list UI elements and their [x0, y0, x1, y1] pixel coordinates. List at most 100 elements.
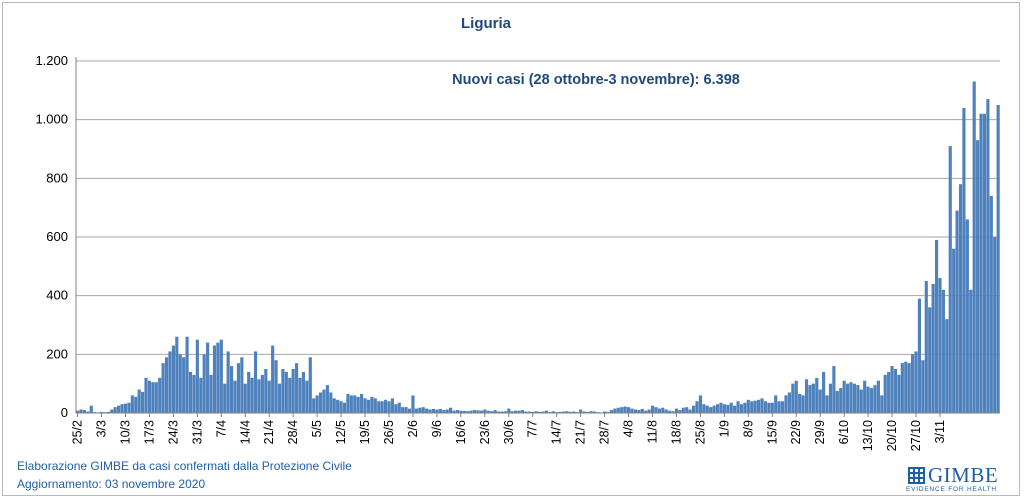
bar — [945, 319, 949, 413]
bar — [308, 357, 312, 413]
bar — [363, 398, 367, 413]
bar — [969, 289, 973, 413]
bar — [863, 380, 867, 413]
bar — [671, 411, 675, 413]
x-tick-label: 14/4 — [238, 420, 252, 444]
bar — [486, 410, 490, 413]
bar — [620, 407, 624, 413]
bar — [127, 402, 131, 413]
bar — [931, 283, 935, 413]
bar — [154, 382, 158, 413]
bar — [216, 342, 220, 413]
bar — [780, 401, 785, 413]
x-tick-label: 2/6 — [406, 420, 420, 437]
bar — [185, 336, 189, 413]
bar — [825, 395, 829, 413]
gimbe-logo-tagline: EVIDENCE FOR HEALTH — [906, 486, 997, 493]
bar — [668, 410, 672, 413]
bar — [941, 289, 945, 413]
bar — [531, 411, 535, 413]
bar — [315, 395, 319, 413]
bar — [763, 401, 768, 413]
bar — [151, 382, 155, 413]
bar — [158, 377, 162, 413]
bar — [445, 409, 449, 413]
bar — [288, 377, 292, 413]
bar — [982, 113, 987, 414]
bar — [928, 307, 932, 413]
bar — [753, 400, 757, 413]
x-tick-label: 10/3 — [118, 420, 132, 444]
bar — [955, 210, 959, 413]
x-tick-label: 28/4 — [286, 420, 300, 444]
x-tick-label: 24/3 — [166, 420, 180, 444]
bar — [209, 374, 213, 413]
bar — [264, 369, 268, 413]
bar — [804, 379, 809, 413]
x-axis-ticks: 25/2 3/3 10/3 17/3 24/3 31/3 7/4 14/4 21/4 28/4 5/… — [71, 420, 947, 451]
bar — [110, 409, 114, 413]
bar — [356, 396, 360, 413]
bar — [247, 371, 251, 413]
bar — [579, 409, 583, 413]
bar — [750, 401, 754, 413]
bar — [455, 410, 460, 413]
bar — [616, 407, 620, 413]
bar — [510, 411, 514, 413]
bar — [880, 395, 884, 413]
bar — [397, 402, 401, 413]
bar — [544, 410, 548, 413]
bar — [281, 369, 285, 413]
bar — [76, 410, 80, 413]
bar — [767, 402, 771, 413]
bar — [86, 411, 90, 413]
bar — [123, 403, 128, 413]
bar — [325, 385, 329, 413]
bar — [866, 386, 870, 413]
bar — [144, 377, 148, 413]
bar — [869, 388, 874, 413]
x-tick-label: 7/4 — [214, 420, 228, 437]
bar — [993, 237, 997, 413]
x-tick-label: 1/9 — [717, 420, 731, 437]
bar — [859, 389, 863, 413]
bar — [938, 278, 942, 413]
bar — [917, 298, 922, 413]
bar — [230, 366, 234, 413]
bar — [493, 410, 497, 413]
bar — [99, 411, 104, 413]
bar — [794, 380, 798, 413]
bar — [719, 402, 723, 413]
bar — [822, 371, 826, 413]
bar — [223, 383, 227, 413]
y-tick-label: 1.000 — [35, 112, 68, 127]
bar — [394, 404, 398, 413]
axes — [75, 57, 1000, 417]
bar — [962, 107, 966, 413]
bar — [253, 351, 258, 413]
x-tick-label: 3/11 — [933, 420, 947, 443]
y-tick-label: 600 — [46, 229, 68, 244]
bar — [182, 357, 186, 413]
bar — [469, 410, 473, 413]
bar — [876, 380, 880, 413]
bar — [202, 354, 206, 413]
bar — [360, 393, 364, 413]
bar — [924, 281, 928, 413]
bar — [674, 408, 679, 413]
bar — [856, 385, 860, 413]
bar — [678, 410, 682, 413]
bar — [606, 411, 610, 413]
bar — [568, 411, 572, 413]
x-tick-label: 21/4 — [262, 420, 276, 444]
bar — [661, 407, 665, 413]
bar — [736, 401, 740, 413]
bar — [818, 389, 822, 413]
bar — [664, 409, 668, 413]
bar — [329, 392, 333, 413]
bar — [572, 411, 576, 413]
bar — [336, 399, 340, 413]
bar — [500, 411, 504, 413]
bar — [715, 404, 720, 413]
x-tick-label: 7/7 — [526, 420, 540, 437]
